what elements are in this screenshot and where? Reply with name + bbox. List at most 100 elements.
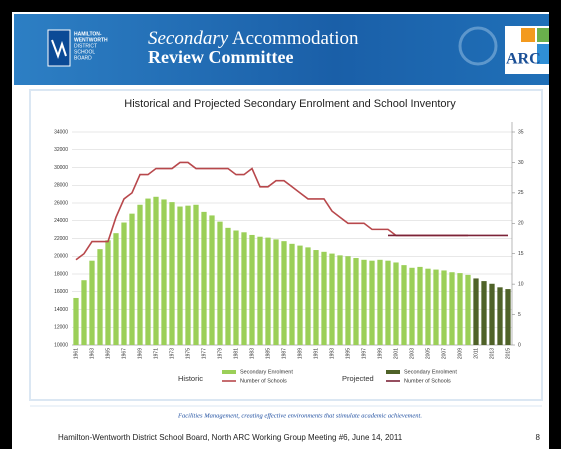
y2-tick-label: 20	[518, 221, 524, 227]
x-tick-label: 2001	[393, 348, 399, 359]
y-tick-label: 20000	[54, 254, 68, 260]
x-tick-label: 2015	[505, 348, 511, 359]
bar	[153, 196, 159, 345]
logo-line: SCHOOL	[74, 49, 95, 55]
bar	[289, 243, 295, 345]
bar	[473, 278, 479, 345]
bar	[337, 255, 343, 345]
bar	[233, 230, 239, 345]
x-tick-label: 2011	[473, 348, 479, 359]
x-tick-label: 2005	[425, 348, 431, 359]
logo-line: DISTRICT	[74, 43, 97, 49]
bar	[265, 237, 271, 345]
bar	[313, 250, 319, 345]
bar	[361, 259, 367, 345]
bar	[489, 283, 495, 345]
bar	[393, 262, 399, 345]
bar	[321, 251, 327, 345]
bar	[345, 256, 351, 345]
legend-group: Projected	[342, 374, 374, 383]
bar	[273, 239, 279, 345]
y2-tick-label: 15	[518, 251, 524, 257]
logo-glyph	[51, 39, 67, 59]
badge-text: ARC	[506, 51, 541, 68]
bar	[457, 273, 463, 345]
logo-mark	[47, 29, 71, 67]
y-tick-label: 22000	[54, 236, 68, 242]
seal	[458, 26, 498, 66]
bar	[225, 227, 231, 345]
legend-group: Historic	[178, 374, 203, 383]
bar	[441, 270, 447, 345]
x-tick-label: 1983	[249, 348, 255, 359]
bar	[329, 253, 335, 345]
x-tick-label: 1981	[233, 348, 239, 359]
y-tick-label: 16000	[54, 289, 68, 295]
y2-tick-label: 30	[518, 160, 524, 166]
y-tick-label: 34000	[54, 129, 68, 135]
x-tick-label: 2007	[441, 348, 447, 359]
logo-line: HAMILTON-	[74, 31, 102, 37]
badge-square	[537, 44, 549, 64]
y-tick-label: 32000	[54, 147, 68, 153]
x-tick-label: 1997	[361, 348, 367, 359]
x-tick-label: 1977	[201, 348, 207, 359]
bar	[169, 202, 175, 345]
bar	[137, 204, 143, 345]
x-tick-label: 1961	[73, 348, 79, 359]
logo-line: WENTWORTH	[74, 37, 108, 43]
x-tick-label: 1975	[185, 348, 191, 359]
x-tick-label: 1973	[169, 348, 175, 359]
bar	[73, 297, 79, 345]
bar	[145, 198, 151, 345]
x-tick-label: 1989	[297, 348, 303, 359]
title-italic: Secondary	[148, 28, 229, 49]
bar	[305, 247, 311, 345]
logo-text: HAMILTON- WENTWORTH DISTRICT SCHOOL BOAR…	[74, 31, 108, 61]
badge-square	[521, 28, 535, 42]
y2-tick-label: 10	[518, 281, 524, 287]
bar	[417, 266, 423, 345]
y2-tick-label: 5	[518, 312, 521, 318]
bar	[257, 236, 263, 345]
bar	[465, 274, 471, 345]
bar	[497, 287, 503, 345]
bar	[177, 206, 183, 345]
bar	[401, 265, 407, 345]
bar	[353, 258, 359, 345]
bar	[89, 260, 95, 345]
legend-label: Number of Schools	[240, 378, 287, 384]
x-tick-label: 2003	[409, 348, 415, 359]
y-tick-label: 18000	[54, 271, 68, 277]
y-tick-label: 28000	[54, 183, 68, 189]
x-tick-label: 2009	[457, 348, 463, 359]
bar	[217, 221, 223, 345]
legend-label: Secondary Enrolment	[240, 369, 293, 375]
bar	[385, 260, 391, 345]
bar	[297, 245, 303, 345]
x-tick-label: 1979	[217, 348, 223, 359]
bar	[449, 272, 455, 345]
bar	[201, 211, 207, 345]
footer-text: Hamilton-Wentworth District School Board…	[58, 433, 403, 442]
bar	[505, 289, 511, 345]
y2-tick-label: 25	[518, 190, 524, 196]
y2-tick-label: 0	[518, 342, 521, 348]
bar	[81, 280, 87, 345]
y2-tick-label: 35	[518, 129, 524, 135]
bar	[433, 269, 439, 345]
x-tick-label: 1987	[281, 348, 287, 359]
x-tick-label: 1999	[377, 348, 383, 359]
bar	[121, 222, 127, 345]
x-tick-label: 1967	[121, 348, 127, 359]
y-tick-label: 10000	[54, 342, 68, 348]
page-number: 8	[536, 433, 541, 442]
bar	[97, 249, 103, 345]
x-tick-label: 1965	[105, 348, 111, 359]
y-tick-label: 12000	[54, 325, 68, 331]
x-tick-label: 1993	[329, 348, 335, 359]
bar	[369, 260, 375, 345]
bar	[425, 268, 431, 345]
bar	[185, 205, 191, 345]
legend-swatch	[386, 370, 400, 374]
